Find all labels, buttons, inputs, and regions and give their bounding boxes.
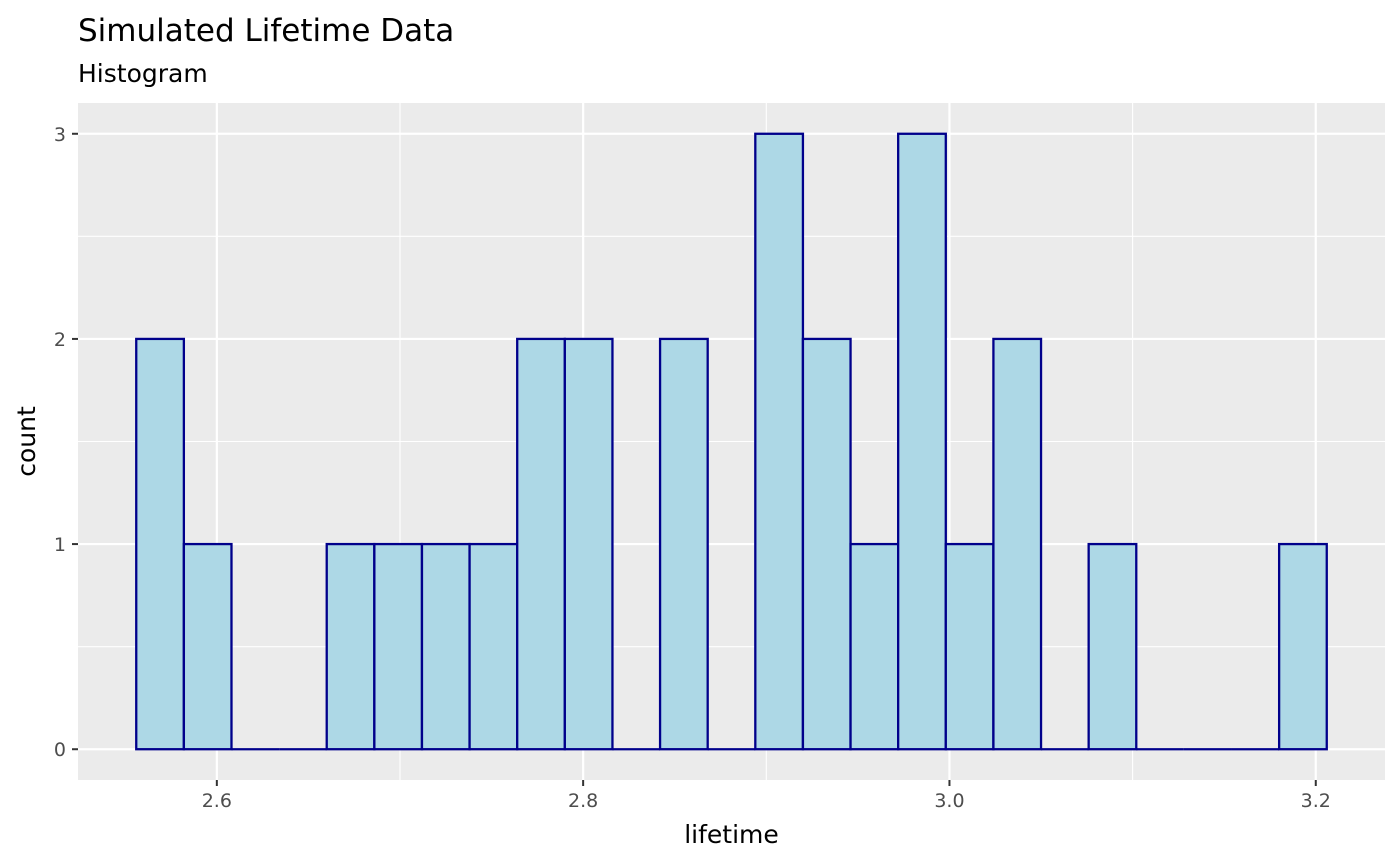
histogram-bar	[1087, 542, 1138, 751]
x-axis-title: lifetime	[684, 820, 779, 849]
histogram-bar	[897, 132, 947, 751]
y-tick-label: 3	[54, 124, 66, 146]
histogram-bar	[325, 542, 376, 751]
x-tick-label: 2.8	[568, 790, 598, 812]
y-tick-label: 1	[54, 534, 66, 556]
histogram-bar	[944, 542, 995, 751]
chart-subtitle: Histogram	[78, 59, 208, 88]
histogram-bar	[801, 337, 852, 751]
histogram-bar	[992, 337, 1043, 751]
chart-title: Simulated Lifetime Data	[78, 13, 454, 49]
x-tick-label: 2.6	[202, 790, 232, 812]
y-tick-label: 2	[54, 329, 66, 351]
histogram-bar	[563, 337, 614, 751]
histogram-bar	[420, 542, 471, 751]
y-tick-label: 0	[54, 739, 66, 761]
x-tick-label: 3.2	[1301, 790, 1331, 812]
histogram-bar	[516, 337, 566, 751]
histogram-bars	[135, 132, 1328, 751]
histogram-bar	[468, 542, 519, 751]
histogram-bar	[182, 542, 233, 751]
histogram-bar	[373, 542, 424, 751]
histogram-bar	[1277, 542, 1328, 751]
histogram-bar	[849, 542, 900, 751]
histogram-bar	[754, 132, 805, 751]
y-axis-title: count	[12, 406, 41, 477]
histogram-bar	[135, 337, 186, 751]
axis-ticks: 2.6 2.8 3.0 3.2 0 1 2 3	[54, 124, 1331, 812]
histogram-bar	[658, 337, 709, 751]
x-tick-label: 3.0	[934, 790, 964, 812]
